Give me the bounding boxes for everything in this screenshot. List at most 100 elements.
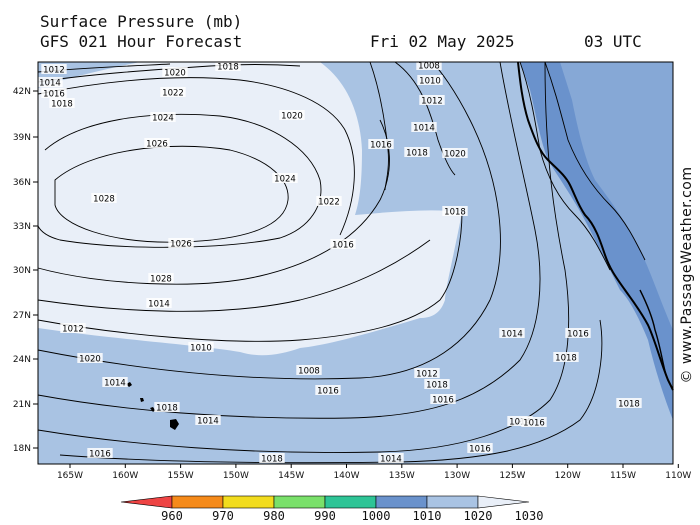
contour-label-bg bbox=[414, 368, 440, 378]
lon-label: 155W bbox=[168, 471, 194, 481]
contour-label: 1018 bbox=[444, 208, 466, 218]
lat-label: 33N bbox=[13, 222, 31, 232]
contour-label-bg bbox=[565, 328, 591, 338]
contour-label-bg bbox=[102, 377, 128, 387]
contour-label: 1024 bbox=[274, 175, 296, 185]
contour-label-bg bbox=[259, 453, 285, 463]
contour-label: 1018 bbox=[51, 100, 73, 110]
contour-labels: 1012101410161018102010221024102610281020… bbox=[37, 60, 642, 465]
contour-label: 1028 bbox=[93, 195, 115, 205]
colorbar-segment bbox=[273, 495, 326, 509]
contour-label-bg bbox=[411, 122, 437, 132]
contour-label: 1012 bbox=[43, 66, 65, 76]
contour-label: 1012 bbox=[62, 325, 84, 335]
map-frame bbox=[37, 61, 674, 465]
contour-label-bg bbox=[148, 273, 174, 283]
map-plot-area bbox=[37, 61, 674, 464]
contour-label: 1014 bbox=[39, 79, 61, 89]
colorbar-segment bbox=[375, 495, 428, 509]
contour-label-bg bbox=[378, 453, 404, 463]
contour-label: 1014 bbox=[413, 124, 435, 134]
forecast-time: 03 UTC bbox=[584, 32, 642, 51]
contour-label: 1026 bbox=[146, 140, 168, 150]
contour-label: 1018 bbox=[156, 404, 178, 414]
colorbar-segment bbox=[222, 495, 275, 509]
contour-label: 1016 bbox=[43, 90, 65, 100]
colorbar-label: 1020 bbox=[464, 509, 493, 523]
map-header: Surface Pressure (mb) GFS 021 Hour Forec… bbox=[40, 12, 660, 132]
contour-label: 1020 bbox=[281, 112, 303, 122]
contour-label-bg bbox=[60, 323, 86, 333]
contour-label-bg bbox=[195, 415, 221, 425]
contour-label-bg bbox=[41, 88, 67, 98]
contour-label: 1026 bbox=[170, 240, 192, 250]
contour-label-bg bbox=[442, 148, 468, 158]
lon-label: 115W bbox=[610, 471, 636, 481]
contour-label-bg bbox=[330, 239, 356, 249]
contour-label: 1010 bbox=[190, 344, 212, 354]
contour-label-bg bbox=[368, 139, 394, 149]
contour-label-bg bbox=[41, 64, 67, 74]
contour-label-bg bbox=[160, 87, 186, 97]
lon-label: 145W bbox=[278, 471, 304, 481]
contour-label-bg bbox=[296, 365, 322, 375]
contour-label: 1016 bbox=[89, 450, 111, 460]
contour-label: 1022 bbox=[318, 198, 340, 208]
colorbar: 960 970 980 990 1000 1010 1020 1030 bbox=[120, 495, 543, 523]
contour-label: 1014 bbox=[509, 418, 531, 428]
contour-label-bg bbox=[507, 416, 533, 426]
lon-label: 135W bbox=[389, 471, 415, 481]
contour-label-bg bbox=[553, 352, 579, 362]
colorbar-arrow-left bbox=[120, 495, 173, 509]
lon-label: 160W bbox=[112, 471, 138, 481]
longitude-axis: 165W 160W 155W 150W 145W 140W 135W 130W 125W 120W… bbox=[57, 464, 691, 481]
contour-label-bg bbox=[315, 385, 341, 395]
colorbar-label: 1000 bbox=[362, 509, 391, 523]
colorbar-label: 990 bbox=[314, 509, 336, 523]
contour-label-bg bbox=[77, 353, 103, 363]
colorbar-label: 1010 bbox=[413, 509, 442, 523]
lat-label: 27N bbox=[13, 311, 31, 321]
credit-watermark: © www.PassageWeather.com bbox=[676, 150, 698, 400]
contour-label: 1016 bbox=[332, 241, 354, 251]
contour-label-bg bbox=[316, 196, 342, 206]
contour-label: 1018 bbox=[261, 455, 283, 465]
colorbar-arrow-right bbox=[477, 495, 530, 509]
contour-label-bg bbox=[279, 110, 305, 120]
contour-label: 1020 bbox=[79, 355, 101, 365]
coastline bbox=[517, 61, 674, 391]
contour-label: 1016 bbox=[432, 396, 454, 406]
lon-label: 110W bbox=[665, 471, 691, 481]
contour-label: 1016 bbox=[567, 330, 589, 340]
contour-label: 1008 bbox=[298, 367, 320, 377]
contour-label-bg bbox=[154, 402, 180, 412]
contour-label-bg bbox=[215, 61, 241, 71]
contour-label: 1018 bbox=[406, 149, 428, 159]
contour-label: 1022 bbox=[162, 89, 184, 99]
latitude-axis: 42N 39N 36N 33N 30N 27N 24N 21N 18N bbox=[13, 87, 38, 454]
contour-label: 1014 bbox=[501, 330, 523, 340]
forecast-date: Fri 02 May 2025 bbox=[370, 32, 515, 51]
contour-label: 1020 bbox=[164, 69, 186, 79]
contour-label: 1010 bbox=[419, 77, 441, 87]
contour-label: 1016 bbox=[370, 141, 392, 151]
baja-east-coast bbox=[639, 289, 667, 376]
contour-label-bg bbox=[37, 77, 63, 87]
contour-label: 1016 bbox=[317, 387, 339, 397]
lat-label: 18N bbox=[13, 444, 31, 454]
contour-label: 1012 bbox=[416, 370, 438, 380]
colorbar-segment bbox=[324, 495, 377, 509]
contour-label: 1012 bbox=[421, 97, 443, 107]
lon-label: 120W bbox=[555, 471, 581, 481]
contour-label-bg bbox=[442, 206, 468, 216]
lat-label: 21N bbox=[13, 400, 31, 410]
contour-label: 1014 bbox=[104, 379, 126, 389]
colorbar-label: 980 bbox=[263, 509, 285, 523]
lat-label: 36N bbox=[13, 178, 31, 188]
lon-label: 150W bbox=[223, 471, 249, 481]
contour-label-bg bbox=[430, 394, 456, 404]
lon-label: 130W bbox=[444, 471, 470, 481]
contour-label: 1014 bbox=[197, 417, 219, 427]
lat-label: 24N bbox=[13, 355, 31, 365]
